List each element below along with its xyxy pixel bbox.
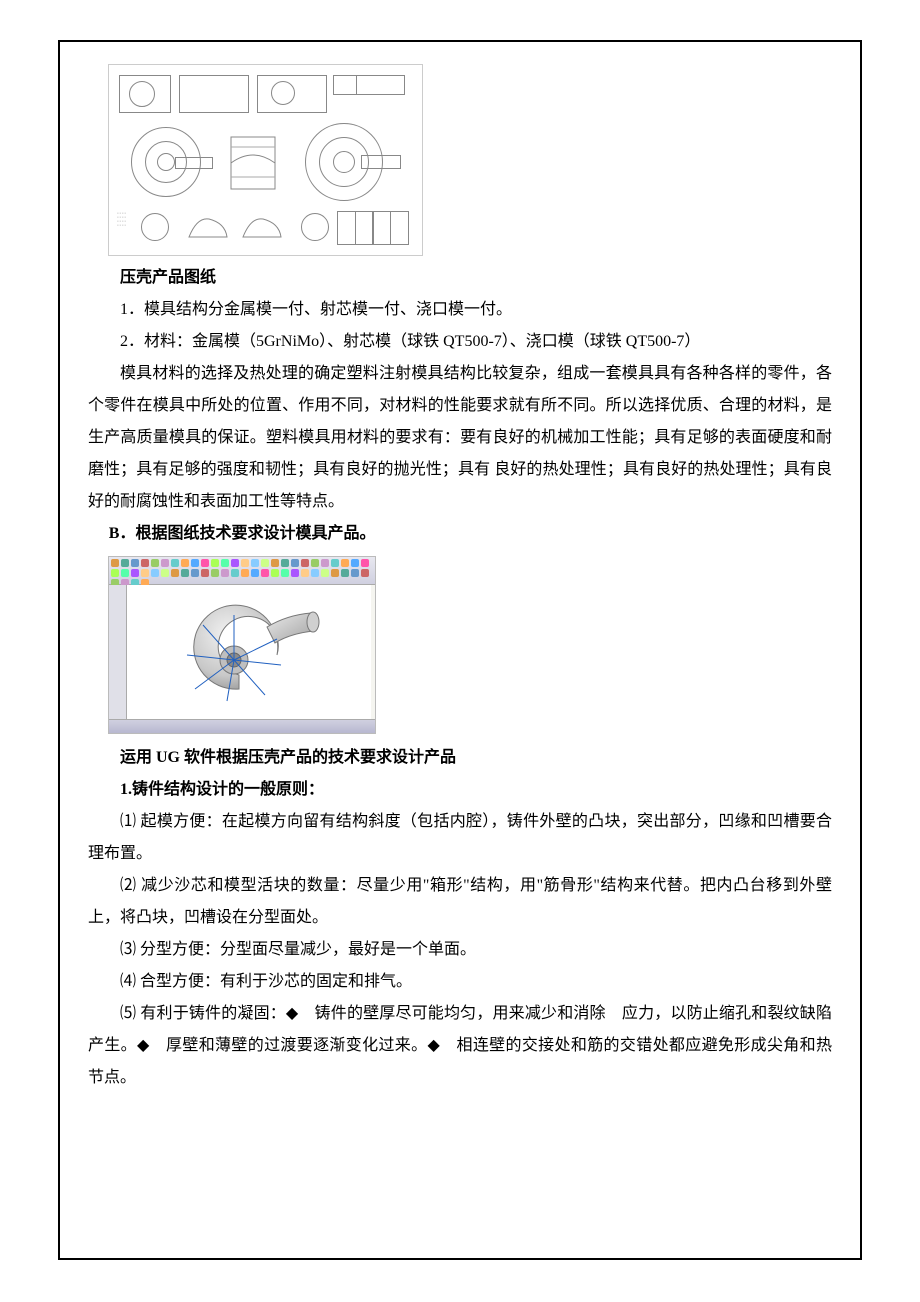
- toolbar-icon: [221, 559, 229, 567]
- material-paragraph: 模具材料的选择及热处理的确定塑料注射模具结构比较复杂，组成一套模具具有各种各样的…: [88, 358, 832, 518]
- toolbar-icon: [141, 559, 149, 567]
- toolbar-icon: [331, 559, 339, 567]
- toolbar-icon: [251, 569, 259, 577]
- bullet-icon: ◆: [427, 1037, 440, 1054]
- toolbar-icon: [171, 569, 179, 577]
- product-drawing-image: = = = == = = == = = == = = =: [108, 64, 423, 256]
- toolbar-icon: [251, 559, 259, 567]
- toolbar-icon: [181, 569, 189, 577]
- toolbar-icon: [361, 559, 369, 567]
- toolbar-icon: [171, 559, 179, 567]
- ug-toolbar: [109, 557, 375, 585]
- ug-canvas: [127, 585, 371, 719]
- volute-model: [169, 597, 329, 707]
- toolbar-icon: [121, 569, 129, 577]
- toolbar-icon: [161, 559, 169, 567]
- toolbar-icon: [281, 569, 289, 577]
- list-item-1: 1．模具结构分金属模一付、射芯模一付、浇口模一付。: [88, 294, 832, 326]
- ug-statusbar: [109, 719, 375, 733]
- toolbar-icon: [261, 569, 269, 577]
- toolbar-icon: [341, 569, 349, 577]
- toolbar-icon: [121, 559, 129, 567]
- toolbar-icon: [231, 559, 239, 567]
- principle-heading: 1.铸件结构设计的一般原则：: [88, 774, 832, 806]
- principle-1: ⑴ 起模方便：在起模方向留有结构斜度（包括内腔），铸件外壁的凸块，突出部分，凹缘…: [88, 806, 832, 870]
- p5-c: 厚壁和薄壁的过渡要逐渐变化过来。: [166, 1037, 427, 1054]
- bullet-icon: ◆: [137, 1037, 150, 1054]
- toolbar-icon: [131, 559, 139, 567]
- toolbar-icon: [201, 569, 209, 577]
- cad-views: = = = == = = == = = == = = =: [115, 71, 416, 249]
- toolbar-icon: [351, 559, 359, 567]
- toolbar-icon: [241, 559, 249, 567]
- ug-sidebar: [109, 585, 127, 719]
- toolbar-icon: [271, 569, 279, 577]
- toolbar-icon: [261, 559, 269, 567]
- p5-a: ⑸ 有利于铸件的凝固：: [120, 1005, 286, 1022]
- principle-2: ⑵ 减少沙芯和模型活块的数量：尽量少用"箱形"结构，用"筋骨形"结构来代替。把内…: [88, 870, 832, 934]
- toolbar-icon: [351, 569, 359, 577]
- p2-c: 结构，用: [470, 877, 537, 894]
- p2-a: ⑵ 减少沙芯和模型活块的数量：尽量少用: [120, 877, 423, 894]
- principle-3: ⑶ 分型方便：分型面尽量减少，最好是一个单面。: [88, 934, 832, 966]
- toolbar-icon: [301, 559, 309, 567]
- section-b-heading: B．根据图纸技术要求设计模具产品。: [109, 518, 832, 550]
- toolbar-icon: [191, 569, 199, 577]
- toolbar-icon: [201, 559, 209, 567]
- toolbar-icon: [331, 569, 339, 577]
- toolbar-icon: [111, 569, 119, 577]
- toolbar-icon: [151, 569, 159, 577]
- principle-4: ⑷ 合型方便：有利于沙芯的固定和排气。: [88, 966, 832, 998]
- toolbar-icon: [161, 569, 169, 577]
- toolbar-icon: [291, 569, 299, 577]
- toolbar-icon: [321, 569, 329, 577]
- drawing-caption: 压壳产品图纸: [88, 262, 832, 294]
- toolbar-icon: [181, 559, 189, 567]
- ug-screenshot: [108, 556, 376, 734]
- bullet-icon: ◆: [286, 1005, 298, 1022]
- page-frame: = = = == = = == = = == = = = 压壳产品图纸 1．模具…: [58, 40, 862, 1260]
- toolbar-icon: [221, 569, 229, 577]
- toolbar-icon: [231, 569, 239, 577]
- toolbar-icon: [141, 569, 149, 577]
- toolbar-icon: [241, 569, 249, 577]
- list-item-2: 2．材料：金属模（5GrNiMo）、射芯模（球铁 QT500-7）、浇口模（球铁…: [88, 326, 832, 358]
- ug-caption: 运用 UG 软件根据压壳产品的技术要求设计产品: [88, 742, 832, 774]
- toolbar-icon: [311, 559, 319, 567]
- toolbar-icon: [151, 559, 159, 567]
- toolbar-icon: [131, 569, 139, 577]
- toolbar-icon: [291, 559, 299, 567]
- toolbar-icon: [191, 559, 199, 567]
- toolbar-icon: [341, 559, 349, 567]
- toolbar-icon: [301, 569, 309, 577]
- p2-b: "箱形": [423, 877, 470, 894]
- toolbar-icon: [321, 559, 329, 567]
- p2-d: "筋骨形": [537, 877, 600, 894]
- toolbar-icon: [271, 559, 279, 567]
- toolbar-icon: [111, 559, 119, 567]
- toolbar-icon: [361, 569, 369, 577]
- toolbar-icon: [211, 559, 219, 567]
- cad-section-view: [225, 127, 287, 199]
- principle-5: ⑸ 有利于铸件的凝固：◆ 铸件的壁厚尽可能均匀，用来减少和消除 应力，以防止缩孔…: [88, 998, 832, 1094]
- toolbar-icon: [281, 559, 289, 567]
- toolbar-icon: [311, 569, 319, 577]
- toolbar-icon: [211, 569, 219, 577]
